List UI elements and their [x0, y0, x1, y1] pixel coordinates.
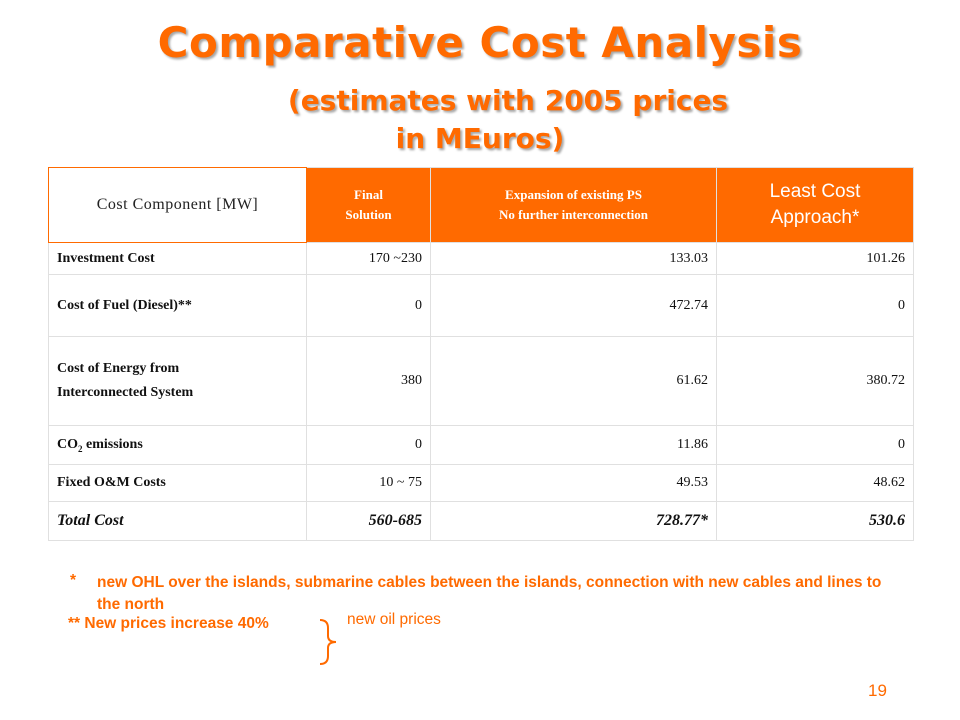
- table-row: Investment Cost 170 ~230 133.03 101.26: [48, 242, 914, 275]
- co-label: CO: [57, 436, 78, 452]
- row-label: Cost of Energy from Interconnected Syste…: [48, 336, 307, 426]
- header-least-line1: Least Cost: [769, 181, 861, 202]
- row-label: Fixed O&M Costs: [48, 464, 307, 502]
- cell-least: 101.26: [716, 242, 914, 275]
- cell-least: 0: [716, 425, 914, 465]
- row-label-line2: Interconnected System: [57, 385, 194, 400]
- header-final-solution: Final Solution: [306, 167, 431, 243]
- cell-least: 530.6: [716, 501, 914, 541]
- footnote-marker: *: [70, 572, 77, 589]
- cell-final: 0: [306, 425, 431, 465]
- cell-final: 170 ~230: [306, 242, 431, 275]
- cell-expansion: 61.62: [430, 336, 717, 426]
- row-label: Cost of Fuel (Diesel)**: [48, 274, 307, 337]
- page-number: 19: [868, 681, 887, 700]
- header-final-line1: Final: [354, 187, 383, 202]
- cell-final: 10 ~ 75: [306, 464, 431, 502]
- table-row: Cost of Fuel (Diesel)** 0 472.74 0: [48, 274, 914, 337]
- slide-subtitle-line2: in MEuros): [395, 122, 565, 155]
- slide-subtitle-line1: (estimates with 2005 prices: [287, 84, 729, 117]
- cell-least: 0: [716, 274, 914, 337]
- header-final-line2: Solution: [345, 207, 392, 222]
- cell-final: 380: [306, 336, 431, 426]
- cost-table: Cost Component [MW] Final Solution Expan…: [48, 167, 914, 541]
- header-expansion-line2: No further interconnection: [499, 207, 648, 222]
- footnote-prices: ** New prices increase 40%: [68, 615, 269, 632]
- cell-least: 48.62: [716, 464, 914, 502]
- total-row: Total Cost 560-685 728.77* 530.6: [48, 501, 914, 541]
- table-row: Fixed O&M Costs 10 ~ 75 49.53 48.62: [48, 464, 914, 502]
- footnote-text: new OHL over the islands, submarine cabl…: [97, 574, 882, 613]
- header-expansion: Expansion of existing PS No further inte…: [430, 167, 717, 243]
- row-label: Investment Cost: [48, 242, 307, 275]
- row-label: Total Cost: [48, 501, 307, 541]
- cell-expansion: 133.03: [430, 242, 717, 275]
- cell-expansion: 728.77*: [430, 501, 717, 541]
- header-least-line2: Approach*: [770, 207, 860, 228]
- table-header-row: Cost Component [MW] Final Solution Expan…: [48, 167, 914, 243]
- row-label-line1: Cost of Energy from: [57, 361, 180, 376]
- oil-prices-label: new oil prices: [347, 611, 441, 628]
- header-expansion-line1: Expansion of existing PS: [505, 187, 642, 202]
- header-cost-component: Cost Component [MW]: [48, 167, 307, 243]
- cell-final: 560-685: [306, 501, 431, 541]
- emissions-label: emissions: [82, 436, 143, 452]
- cell-final: 0: [306, 274, 431, 337]
- cell-expansion: 49.53: [430, 464, 717, 502]
- row-label: CO2 emissions: [48, 425, 307, 465]
- cell-expansion: 472.74: [430, 274, 717, 337]
- table-row: CO2 emissions 0 11.86 0: [48, 425, 914, 465]
- cell-least: 380.72: [716, 336, 914, 426]
- cell-expansion: 11.86: [430, 425, 717, 465]
- co-subscript: 2: [78, 443, 83, 454]
- brace-icon: [319, 619, 337, 665]
- slide-title: Comparative Cost Analysis: [157, 18, 803, 67]
- header-least-cost: Least Cost Approach*: [716, 167, 914, 243]
- table-row: Cost of Energy from Interconnected Syste…: [48, 336, 914, 426]
